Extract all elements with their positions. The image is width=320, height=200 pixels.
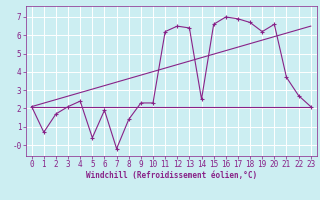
X-axis label: Windchill (Refroidissement éolien,°C): Windchill (Refroidissement éolien,°C) — [86, 171, 257, 180]
